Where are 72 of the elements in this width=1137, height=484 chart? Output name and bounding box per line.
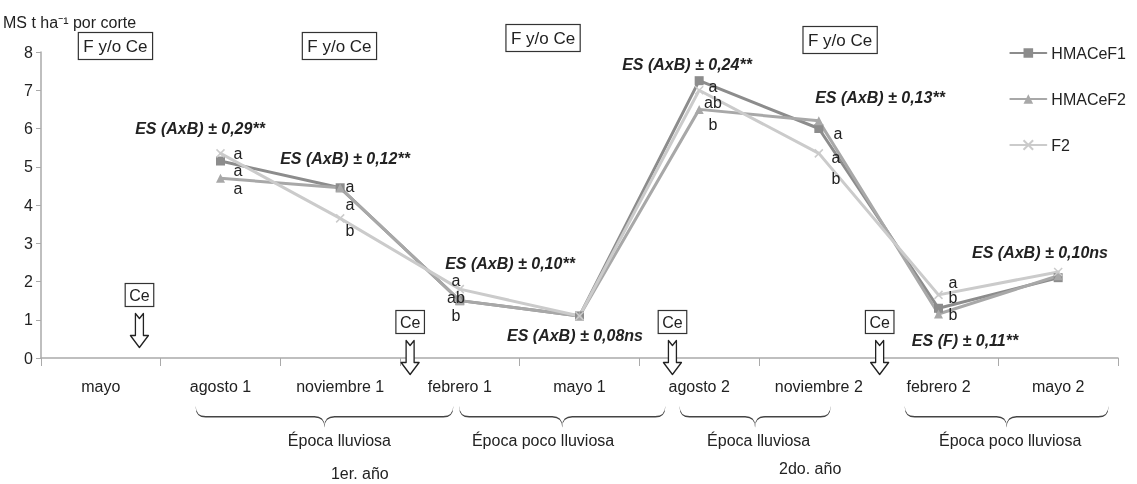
y-tick-label: 1: [24, 311, 34, 329]
annotation: ES (AxB) ± 0,24**: [622, 55, 753, 73]
annotation: a: [451, 271, 461, 289]
annotation: ES (AxB) ± 0,29**: [135, 119, 266, 137]
annotation: a: [233, 179, 243, 197]
annotation: Ce: [662, 313, 683, 331]
point: [934, 303, 943, 313]
point: [216, 173, 225, 183]
annotation: ab: [447, 288, 465, 306]
annotation: ES (AxB) ± 0,08ns: [507, 326, 644, 344]
y-tick-label: 0: [24, 349, 34, 367]
point: [814, 124, 824, 133]
annotation: b: [831, 169, 841, 187]
text: 2do. año: [779, 459, 842, 477]
y-tick-label: 7: [24, 81, 34, 99]
x-tick-label: noviembre 1: [296, 377, 385, 395]
x-tick-label: agosto 2: [668, 377, 730, 395]
point: [694, 76, 704, 86]
point: [694, 104, 704, 114]
y-tick-label: 4: [24, 196, 34, 214]
text: Época lluviosa: [287, 430, 392, 449]
annotation: b: [708, 115, 718, 133]
text: Época poco lluviosa: [471, 430, 615, 449]
annotation: a: [831, 148, 841, 166]
point: [335, 213, 345, 224]
annotation: ES (F) ± 0,11**: [911, 331, 1019, 349]
annotation: b: [345, 221, 355, 239]
annotation: a: [708, 77, 718, 95]
point: [933, 290, 944, 300]
y-tick-label: 6: [24, 120, 34, 137]
x-tick-label: noviembre 2: [774, 377, 863, 395]
annotation: a: [833, 124, 843, 142]
x-tick-label: mayo 1: [553, 377, 606, 395]
annotation: ES (AxB) ± 0,13**: [815, 88, 946, 106]
point: [934, 309, 943, 319]
annotation: Ce: [869, 313, 890, 331]
y-tick-label: 2: [24, 273, 34, 290]
legend-label: F2: [1051, 136, 1071, 154]
x-tick-label: febrero 2: [906, 377, 971, 395]
annotation: b: [948, 305, 958, 323]
annotation: a: [345, 177, 355, 195]
annotation: a: [233, 144, 243, 162]
x-tick-label: mayo: [81, 377, 121, 395]
point: [215, 148, 226, 159]
annotation: ES (AxB) ± 0,12**: [280, 149, 411, 167]
x-tick-label: agosto 1: [189, 377, 252, 395]
text: Época poco lluviosa: [939, 430, 1082, 449]
y-tick-label: 8: [24, 43, 34, 61]
text: 1er. año: [330, 464, 389, 482]
annotation: ES (AxB) ± 0,10**: [445, 254, 576, 272]
point: [1053, 267, 1063, 277]
annotation: a: [948, 273, 958, 291]
annotation: a: [345, 195, 355, 213]
legend-label: HMACeF2: [1051, 90, 1127, 108]
annotation: ab: [704, 93, 722, 111]
annotation: b: [948, 288, 958, 306]
point: [694, 85, 704, 95]
text: Época lluviosa: [707, 430, 811, 449]
annotation: Ce: [399, 313, 421, 331]
annotation: ES (AxB) ± 0,10ns: [972, 243, 1109, 261]
annotation: F y/o Ce: [307, 36, 372, 56]
y-tick-label: 5: [24, 158, 34, 176]
x-tick-label: febrero 1: [427, 377, 492, 395]
point: [216, 156, 225, 166]
y-tick-label: 3: [24, 234, 34, 252]
x-tick-label: mayo 2: [1031, 377, 1085, 395]
annotation: b: [451, 306, 461, 324]
annotation: Ce: [129, 286, 150, 304]
annotation: a: [233, 161, 243, 179]
y-axis-title: MS t ha⁻¹ por corte: [3, 13, 137, 31]
annotation: F y/o Ce: [83, 36, 148, 56]
legend-label: HMACeF1: [1051, 44, 1127, 62]
